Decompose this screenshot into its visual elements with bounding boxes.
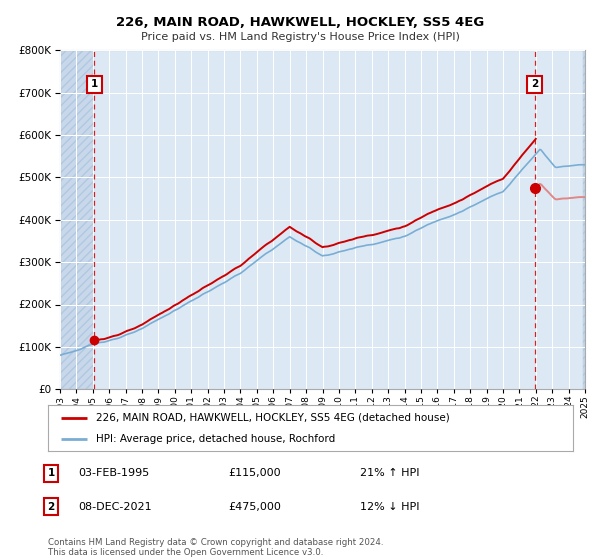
Text: 226, MAIN ROAD, HAWKWELL, HOCKLEY, SS5 4EG: 226, MAIN ROAD, HAWKWELL, HOCKLEY, SS5 4… [116,16,484,29]
Bar [583,50,585,389]
Bar [583,50,585,389]
Text: 1: 1 [91,80,98,89]
Text: Price paid vs. HM Land Registry's House Price Index (HPI): Price paid vs. HM Land Registry's House … [140,32,460,43]
Text: HPI: Average price, detached house, Rochford: HPI: Average price, detached house, Roch… [96,435,335,444]
Text: Contains HM Land Registry data © Crown copyright and database right 2024.
This d: Contains HM Land Registry data © Crown c… [48,538,383,557]
Text: £475,000: £475,000 [228,502,281,512]
Text: 12% ↓ HPI: 12% ↓ HPI [360,502,419,512]
Bar [60,50,94,389]
Text: 1: 1 [47,468,55,478]
Text: 2: 2 [531,80,538,89]
Text: 2: 2 [47,502,55,512]
Text: 08-DEC-2021: 08-DEC-2021 [78,502,152,512]
Bar [60,50,94,389]
Text: 03-FEB-1995: 03-FEB-1995 [78,468,149,478]
Text: £115,000: £115,000 [228,468,281,478]
Text: 226, MAIN ROAD, HAWKWELL, HOCKLEY, SS5 4EG (detached house): 226, MAIN ROAD, HAWKWELL, HOCKLEY, SS5 4… [96,413,450,423]
Text: 21% ↑ HPI: 21% ↑ HPI [360,468,419,478]
